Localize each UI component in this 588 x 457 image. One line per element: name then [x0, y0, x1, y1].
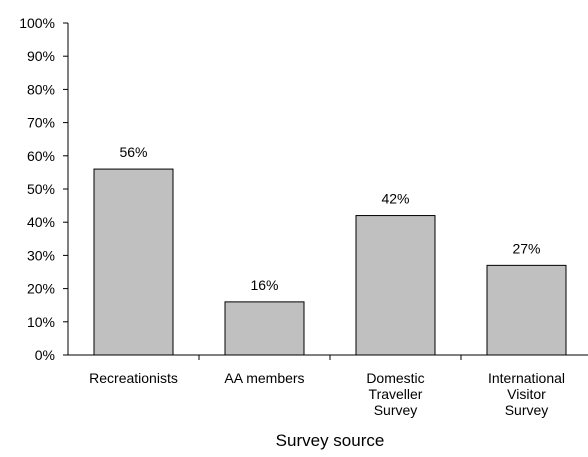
y-tick-label: 90%	[27, 48, 55, 64]
y-tick-label: 30%	[27, 247, 55, 263]
y-tick-label: 100%	[19, 15, 55, 31]
category-label: International	[488, 370, 565, 386]
x-axis-title: Survey source	[276, 431, 385, 450]
category-label: Domestic	[366, 370, 424, 386]
y-tick-label: 80%	[27, 81, 55, 97]
data-label: 16%	[250, 277, 278, 293]
data-labels: 56% 16% 42% 27%	[119, 144, 540, 293]
bar	[93, 168, 174, 356]
category-label: Recreationists	[89, 370, 178, 386]
y-tick-label: 50%	[27, 181, 55, 197]
y-tick-label: 10%	[27, 314, 55, 330]
data-label: 56%	[119, 144, 147, 160]
bars	[93, 168, 567, 356]
category-label: Survey	[505, 402, 549, 418]
y-tick-label: 60%	[27, 148, 55, 164]
bar	[355, 215, 436, 356]
data-label: 27%	[512, 240, 540, 256]
y-tick-label: 70%	[27, 115, 55, 131]
y-tick-label: 40%	[27, 214, 55, 230]
bar	[486, 264, 567, 356]
y-tick-label: 0%	[35, 347, 55, 363]
y-tick-label: 20%	[27, 281, 55, 297]
y-axis: 0% 10% 20% 30% 40% 50% 60% 70% 80% 90% 100%	[19, 15, 69, 363]
category-label: Visitor	[507, 386, 546, 402]
category-labels: Recreationists AA members DomesticTravelle…	[89, 370, 565, 418]
data-label: 42%	[381, 191, 409, 207]
x-axis	[68, 354, 588, 360]
category-label: AA members	[224, 370, 304, 386]
bar	[224, 301, 305, 356]
category-label: Traveller	[369, 386, 423, 402]
category-label: Survey	[374, 402, 418, 418]
